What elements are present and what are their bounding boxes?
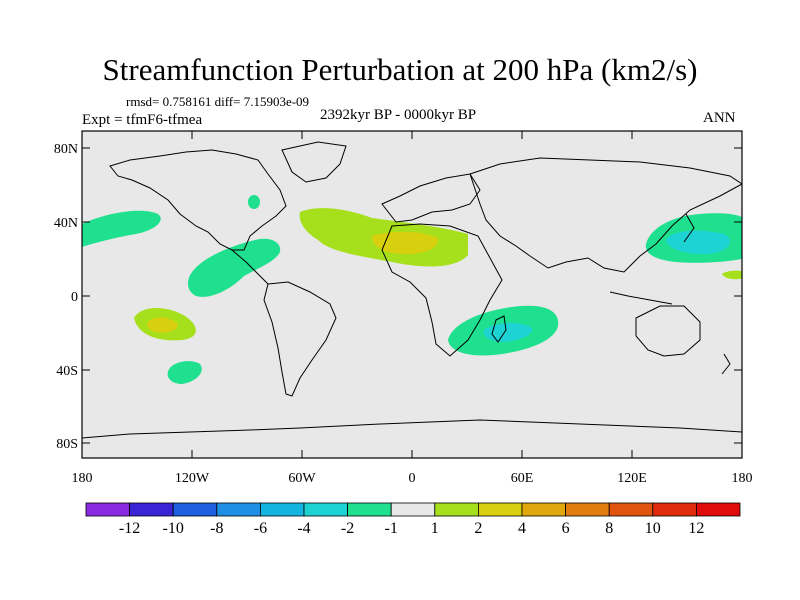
feature-east-pacific-small [167,361,202,384]
coast-europe [381,173,481,223]
colorbar-swatch [303,502,348,517]
coast-asia [469,157,742,273]
x-axis: 180 120W 60W 0 60E 120E 180 [72,131,753,486]
colorbar-label: -6 [254,520,267,537]
period-label: 2392kyr BP - 0000kyr BP [320,107,477,123]
feature-north-atlantic-core [372,231,439,255]
colorbar-swatch [434,502,479,517]
coast-madagascar-island [491,315,507,343]
y-tick-label: 40S [56,364,78,379]
colorbar-label: -10 [163,520,184,537]
x-tick-label: 60W [288,471,316,486]
coastlines [82,141,742,439]
stats-text: rmsd= 0.758161 diff= 7.15903e-09 [126,94,310,109]
x-tick-label: 120W [175,471,210,486]
colorbar-label: -12 [119,520,140,537]
colorbar-label: 12 [688,520,704,537]
feature-south-pacific-core [147,317,178,333]
coast-central-america [231,249,269,285]
colorbar-label: -4 [297,520,310,537]
colorbar-label: 2 [474,520,482,537]
coast-south-america [263,281,337,397]
colorbar-label: 8 [605,520,613,537]
colorbar-swatch [696,502,741,517]
map-background [82,131,742,458]
coast-japan [683,213,695,243]
colorbar-swatch [259,502,305,517]
plot-title: Streamfunction Perturbation at 200 hPa (… [102,52,698,87]
colorbar-swatch [390,502,436,517]
colorbar-swatch [172,502,218,517]
y-tick-label: 80S [56,437,78,452]
colorbar-swatch [129,502,174,517]
colorbar-swatch [565,502,610,517]
coast-new-zealand [721,353,731,375]
colorbar-label: -8 [210,520,223,537]
feature-great-lakes [248,195,260,209]
feature-subtropical-west-pacific [722,270,742,280]
season-label: ANN [703,110,736,126]
colorbar-label: -2 [341,520,354,537]
coast-greenland [281,141,347,183]
coast-antarctica [82,419,742,439]
colorbar-swatch [608,502,654,517]
coast-indonesia [609,291,673,305]
feature-west-pacific-core [666,230,731,255]
colorbar-swatch [652,502,697,517]
colorbar-swatch [216,502,261,517]
colorbar-label: 1 [431,520,439,537]
feature-west-pacific-edge [82,210,161,247]
colorbar-swatch [347,502,392,517]
coast-north-america [109,149,287,251]
contour-layer [82,195,742,384]
experiment-label: Expt = tfmF6-tfmea [82,112,203,128]
x-tick-label: 60E [511,471,534,486]
colorbar-swatch [85,502,130,517]
colorbar: -12 -10 -8 -6 -4 -2 -1 1 2 4 6 8 10 12 [85,502,741,537]
x-tick-label: 0 [409,471,416,486]
feature-madagascar-core [483,322,533,342]
colorbar-label: 4 [518,520,526,537]
x-tick-label: 120E [617,471,647,486]
colorbar-label: 10 [645,520,661,537]
colorbar-swatch [477,502,523,517]
coast-australia [635,305,701,357]
colorbar-label: -1 [385,520,398,537]
feature-central-atlantic [188,238,281,297]
y-tick-label: 40N [54,216,78,231]
y-axis: 80N 40N 0 40S 80S [54,142,742,452]
colorbar-label: 6 [562,520,570,537]
x-tick-label: 180 [732,471,753,486]
y-tick-label: 0 [71,290,78,305]
y-tick-label: 80N [54,142,78,157]
coast-africa [381,223,503,357]
colorbar-swatch [521,502,566,517]
x-tick-label: 180 [72,471,93,486]
